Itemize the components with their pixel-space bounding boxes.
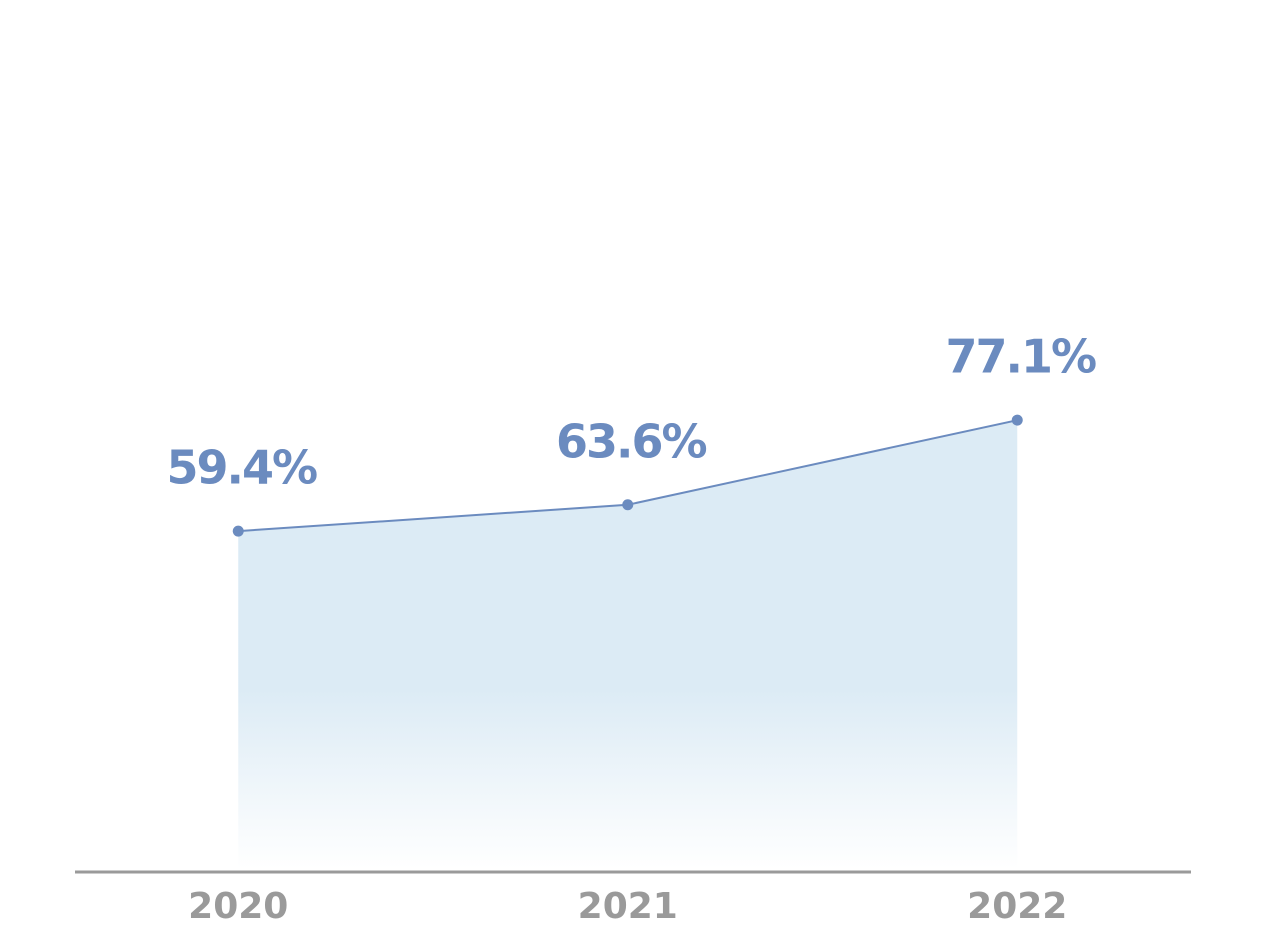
value-label: 63.6% <box>556 414 706 468</box>
value-label: 59.4% <box>166 441 316 495</box>
x-tick-label: 2022 <box>967 886 1067 927</box>
point <box>232 525 244 537</box>
value-label: 77.1% <box>945 330 1095 384</box>
x-tick-label: 2020 <box>188 886 288 927</box>
point <box>1011 414 1023 426</box>
area <box>238 420 1018 869</box>
x-tick-label: 2021 <box>578 886 678 927</box>
point <box>622 499 634 511</box>
